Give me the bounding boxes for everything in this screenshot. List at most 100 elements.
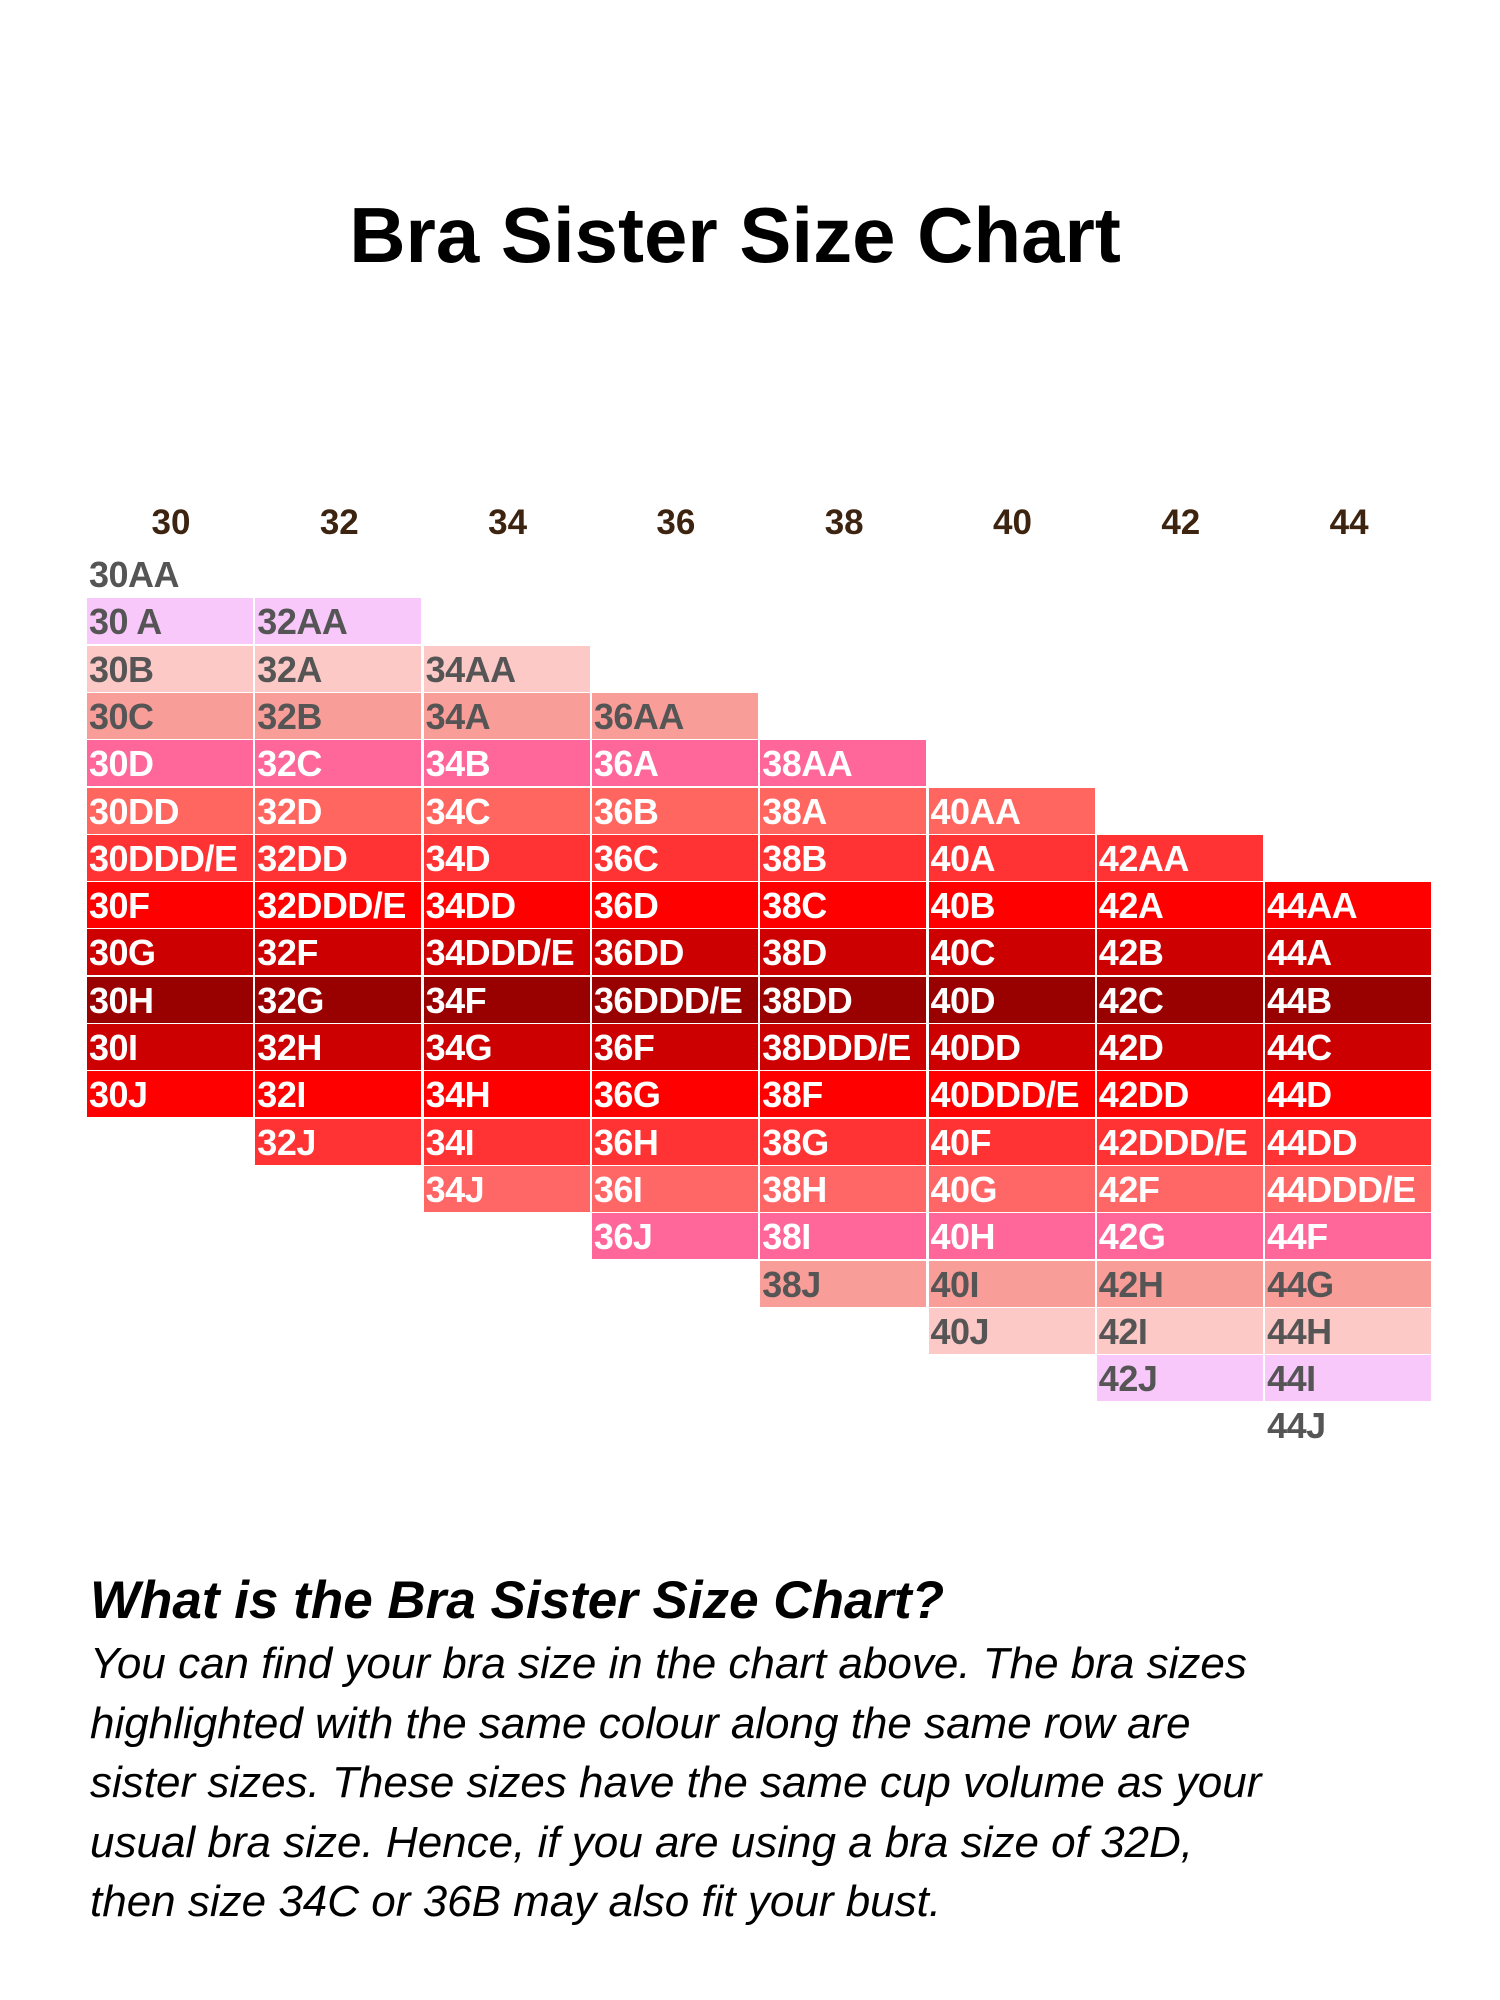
size-cell: 44I bbox=[1265, 1355, 1432, 1402]
size-cell: 44B bbox=[1265, 976, 1432, 1023]
size-cell: 32J bbox=[255, 1118, 422, 1165]
size-cell: 36AA bbox=[591, 692, 758, 739]
size-cell: 40A bbox=[928, 834, 1095, 881]
size-cell: 40J bbox=[928, 1307, 1095, 1354]
size-cell: 40G bbox=[928, 1165, 1095, 1212]
column-header: 42 bbox=[1161, 503, 1201, 542]
size-cell: 44F bbox=[1265, 1213, 1432, 1260]
column-header: 30 bbox=[151, 503, 191, 542]
column-header: 40 bbox=[993, 503, 1032, 542]
size-cell: 36I bbox=[591, 1165, 758, 1212]
size-cell: 44J bbox=[1265, 1402, 1432, 1449]
size-cell: 34G bbox=[423, 1024, 590, 1070]
size-cell: 44DD bbox=[1265, 1118, 1432, 1165]
column-header: 44 bbox=[1329, 503, 1369, 542]
size-cell: 36C bbox=[591, 834, 758, 881]
size-cell: 30AA bbox=[87, 551, 253, 597]
description-line: highlighted with the same colour along t… bbox=[90, 1698, 1191, 1748]
size-cell: 44AA bbox=[1265, 882, 1432, 929]
size-cell: 34B bbox=[423, 740, 590, 787]
size-cell: 38G bbox=[760, 1118, 927, 1165]
size-cell: 34J bbox=[423, 1165, 590, 1212]
size-cell: 38A bbox=[760, 787, 927, 834]
size-cell: 44A bbox=[1265, 929, 1432, 976]
size-cell: 36B bbox=[591, 787, 758, 834]
size-cell: 42F bbox=[1096, 1165, 1263, 1212]
size-cell: 32D bbox=[255, 787, 422, 834]
size-cell: 40B bbox=[928, 882, 1095, 929]
size-cell: 38AA bbox=[760, 740, 927, 787]
size-cell: 30B bbox=[87, 645, 253, 692]
size-cell: 32H bbox=[255, 1024, 422, 1070]
size-cell: 34AA bbox=[423, 645, 590, 692]
size-cell: 30G bbox=[87, 929, 253, 976]
size-cell: 40I bbox=[928, 1260, 1095, 1307]
size-cell: 30C bbox=[87, 692, 253, 739]
size-cell: 30DDD/E bbox=[87, 834, 253, 881]
size-cell: 42AA bbox=[1096, 834, 1263, 881]
size-cell: 34C bbox=[423, 787, 590, 834]
column-header: 34 bbox=[488, 503, 528, 542]
description-line: sister sizes. These sizes have the same … bbox=[90, 1758, 1262, 1807]
size-cell: 30J bbox=[87, 1071, 253, 1118]
size-cell: 32AA bbox=[255, 598, 422, 645]
size-cell: 36G bbox=[591, 1071, 758, 1118]
size-cell: 36DDD/E bbox=[591, 976, 758, 1023]
size-cell: 38D bbox=[760, 929, 927, 976]
size-cell: 36A bbox=[591, 740, 758, 787]
size-cell: 30I bbox=[87, 1024, 253, 1070]
size-cell: 32C bbox=[255, 740, 422, 787]
size-cell: 34DDD/E bbox=[423, 929, 590, 976]
size-cell: 42C bbox=[1096, 976, 1263, 1023]
size-cell: 42DDD/E bbox=[1096, 1118, 1263, 1165]
size-cell: 36J bbox=[591, 1213, 758, 1260]
size-cell: 32I bbox=[255, 1071, 422, 1118]
size-cell: 38DDD/E bbox=[760, 1024, 927, 1070]
size-cell: 30H bbox=[87, 976, 253, 1023]
size-cell: 42A bbox=[1096, 882, 1263, 929]
size-cell: 40DDD/E bbox=[928, 1071, 1095, 1118]
size-cell: 36F bbox=[591, 1024, 758, 1070]
size-cell: 38B bbox=[760, 834, 927, 881]
size-cell: 40C bbox=[928, 929, 1095, 976]
description-line: usual bra size. Hence, if you are using … bbox=[90, 1817, 1194, 1867]
size-cell: 34H bbox=[423, 1071, 590, 1118]
size-cell: 32G bbox=[255, 976, 422, 1023]
size-cell: 42J bbox=[1096, 1355, 1263, 1402]
size-cell: 42I bbox=[1096, 1307, 1263, 1354]
size-cell: 32A bbox=[255, 645, 422, 692]
size-cell: 36H bbox=[591, 1118, 758, 1165]
size-cell: 44DDD/E bbox=[1265, 1165, 1432, 1212]
size-cell: 30D bbox=[87, 740, 253, 787]
description-heading: What is the Bra Sister Size Chart? bbox=[90, 1571, 945, 1630]
size-cell: 44D bbox=[1265, 1071, 1432, 1118]
size-cell: 44H bbox=[1265, 1307, 1432, 1354]
size-cell: 42B bbox=[1096, 929, 1263, 976]
size-cell: 38C bbox=[760, 882, 927, 929]
size-cell: 40F bbox=[928, 1118, 1095, 1165]
description-section: What is the Bra Sister Size Chart? You c… bbox=[90, 1568, 1470, 1932]
size-cell: 40AA bbox=[928, 787, 1095, 834]
size-cell: 42G bbox=[1096, 1213, 1263, 1260]
sister-size-table: 30 30AA 30 A 30B 30C 30D 30DD 30DDD/E 30F 30G 30H 3… bbox=[87, 503, 1432, 1449]
description-line: then size 34C or 36B may also fit your b… bbox=[90, 1877, 942, 1926]
size-cell: 32B bbox=[255, 692, 422, 739]
size-cell: 36DD bbox=[591, 929, 758, 976]
size-cell: 34A bbox=[423, 692, 590, 739]
size-cell: 32DD bbox=[255, 834, 422, 881]
size-cell: 42H bbox=[1096, 1260, 1263, 1307]
size-cell: 30DD bbox=[87, 787, 253, 834]
column-header: 38 bbox=[824, 503, 864, 542]
size-cell: 34F bbox=[423, 976, 590, 1023]
size-cell: 44C bbox=[1265, 1024, 1432, 1070]
size-cell: 38H bbox=[760, 1165, 927, 1212]
size-cell: 38J bbox=[760, 1260, 927, 1307]
size-cell: 30F bbox=[87, 882, 253, 929]
size-cell: 34I bbox=[423, 1118, 590, 1165]
size-cell: 34D bbox=[423, 834, 590, 881]
size-cell: 38DD bbox=[760, 976, 927, 1023]
size-cell: 44G bbox=[1265, 1260, 1432, 1307]
size-cell: 32DDD/E bbox=[255, 882, 422, 929]
description-line: You can find your bra size in the chart … bbox=[90, 1639, 1247, 1688]
size-cell: 42D bbox=[1096, 1024, 1263, 1070]
